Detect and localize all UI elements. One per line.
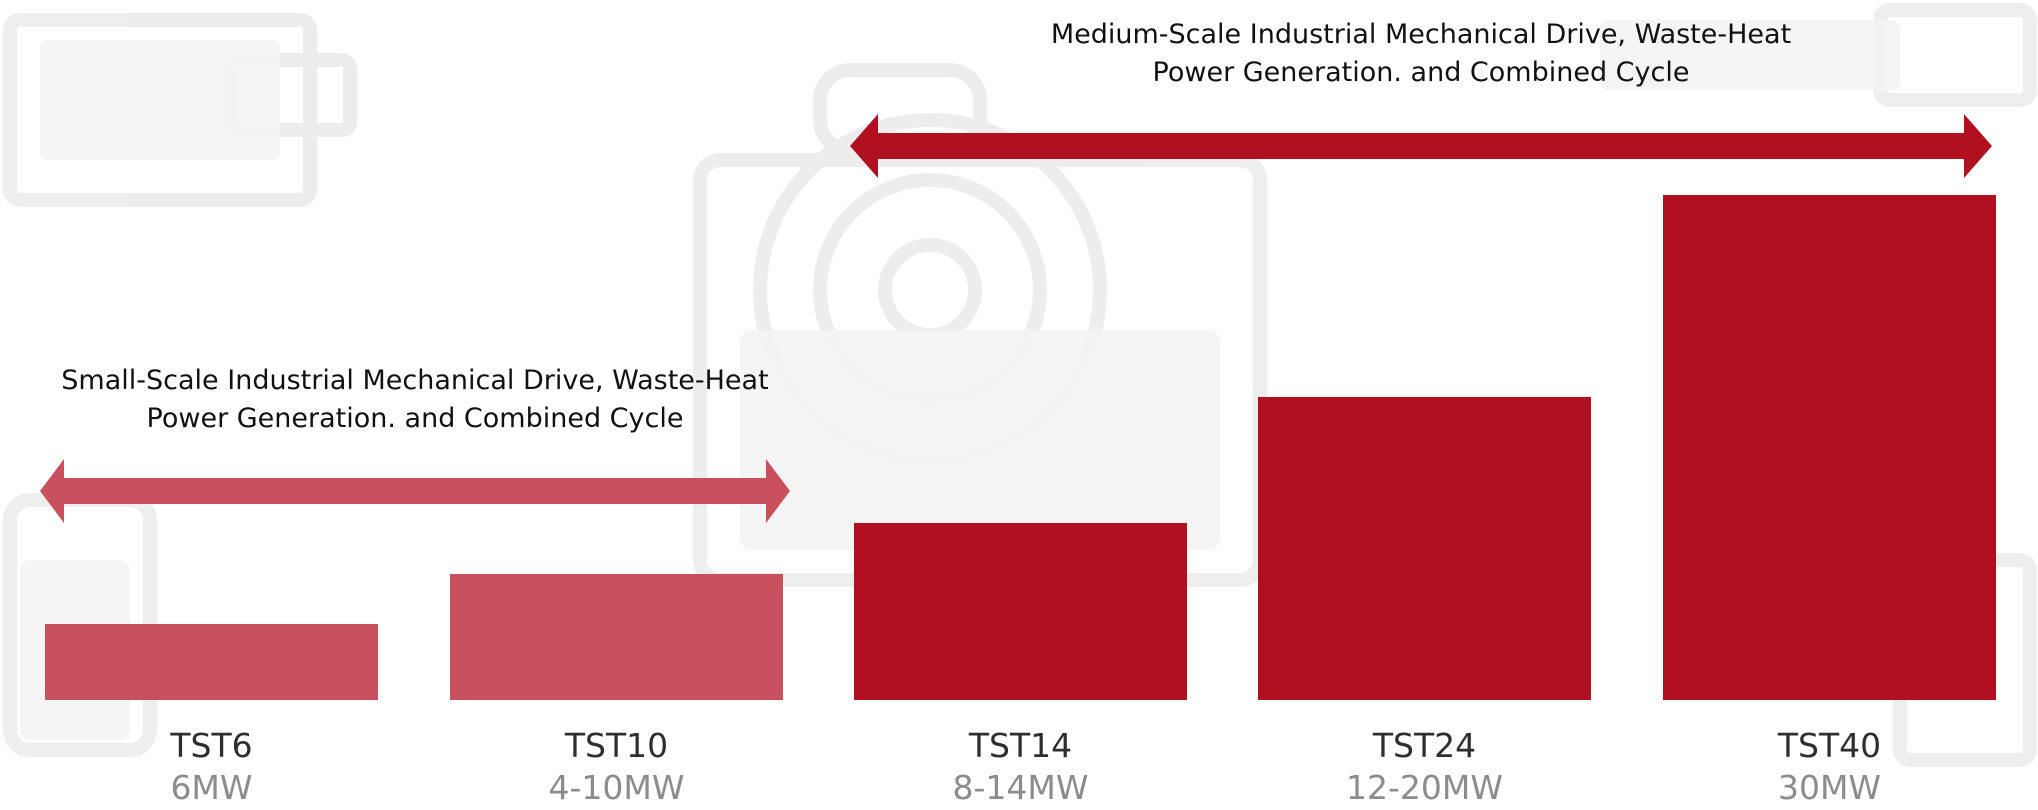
- bar-tst14: [854, 523, 1187, 700]
- category-label-tst14: TST14: [968, 726, 1073, 765]
- range-arrow-small-scale: [40, 459, 790, 523]
- bar-tst24: [1258, 397, 1591, 700]
- bar-tst6: [45, 624, 378, 700]
- power-label-tst14: 8-14MW: [952, 768, 1089, 807]
- medium-scale-range-title-line1: Medium-Scale Industrial Mechanical Drive…: [1050, 19, 1792, 50]
- medium-scale-range-title: Medium-Scale Industrial Mechanical Drive…: [1041, 16, 1801, 92]
- power-label-tst6: 6MW: [170, 768, 253, 807]
- small-scale-range-title-line2: Power Generation. and Combined Cycle: [146, 403, 684, 434]
- power-label-tst24: 12-20MW: [1346, 768, 1503, 807]
- small-scale-range-title: Small-Scale Industrial Mechanical Drive,…: [35, 362, 795, 438]
- category-label-tst24: TST24: [1372, 726, 1477, 765]
- category-label-tst40: TST40: [1777, 726, 1882, 765]
- category-label-tst10: TST10: [564, 726, 669, 765]
- category-label-tst6: TST6: [170, 726, 253, 765]
- medium-scale-range-title-line2: Power Generation. and Combined Cycle: [1152, 57, 1690, 88]
- bar-tst40: [1663, 195, 1996, 700]
- range-arrow-medium-scale: [850, 114, 1992, 178]
- bar-tst10: [450, 573, 783, 700]
- power-label-tst40: 30MW: [1777, 768, 1882, 807]
- small-scale-range-title-line1: Small-Scale Industrial Mechanical Drive,…: [61, 365, 769, 396]
- power-label-tst10: 4-10MW: [548, 768, 685, 807]
